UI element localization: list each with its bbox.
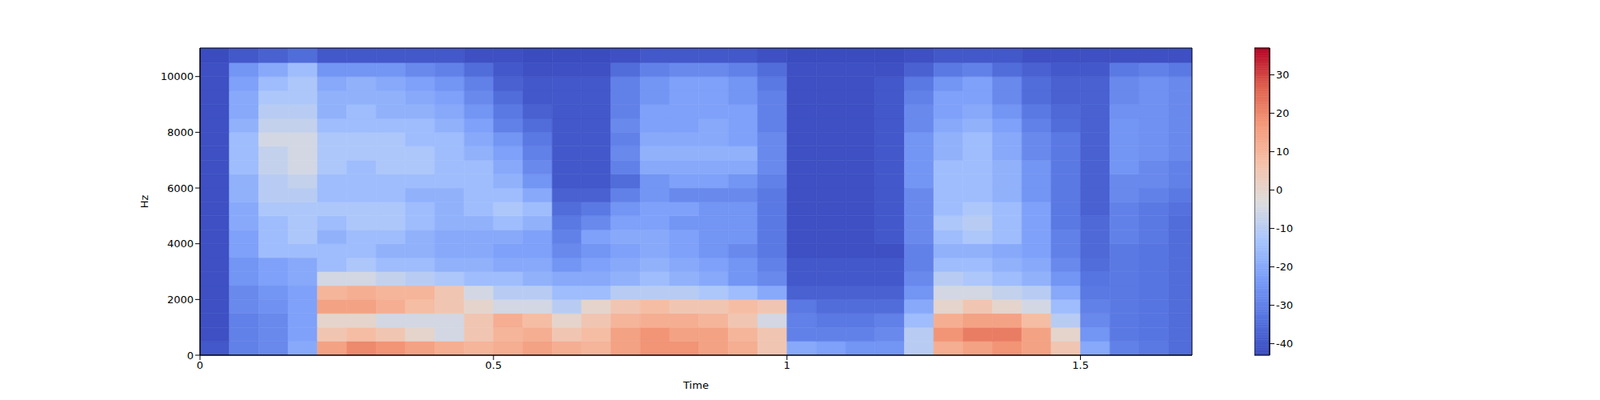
svg-text:0: 0	[187, 349, 194, 362]
svg-text:10000: 10000	[160, 70, 194, 83]
svg-text:1: 1	[784, 359, 791, 372]
svg-text:-10: -10	[1276, 222, 1293, 235]
svg-text:-30: -30	[1276, 299, 1293, 312]
svg-text:2000: 2000	[167, 293, 194, 306]
svg-text:0.5: 0.5	[485, 359, 503, 372]
svg-text:-20: -20	[1276, 260, 1293, 273]
svg-text:1.5: 1.5	[1072, 359, 1089, 372]
svg-text:0: 0	[1276, 184, 1283, 196]
svg-text:8000: 8000	[167, 126, 194, 139]
svg-text:-40: -40	[1276, 337, 1293, 350]
svg-text:6000: 6000	[167, 182, 194, 195]
svg-text:30: 30	[1276, 68, 1290, 81]
svg-text:0: 0	[196, 359, 204, 372]
svg-text:Time: Time	[682, 379, 709, 392]
svg-text:10: 10	[1276, 145, 1290, 158]
svg-text:20: 20	[1276, 107, 1290, 120]
svg-text:Hz: Hz	[138, 195, 151, 209]
svg-text:4000: 4000	[167, 237, 194, 250]
